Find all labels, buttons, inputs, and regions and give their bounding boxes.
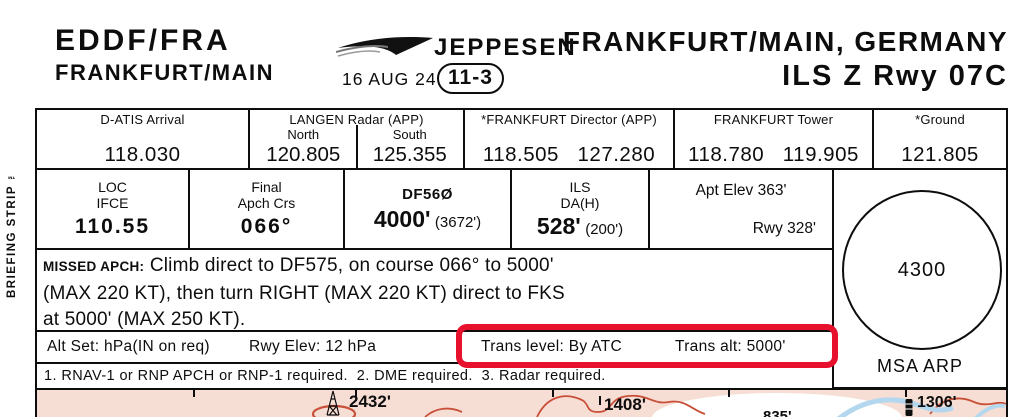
crs-label-2: Apch Crs: [237, 195, 296, 211]
brand-logo-text: JEPPESEN: [434, 34, 577, 61]
da-label-2: DA(H): [560, 194, 600, 211]
plan-view-map: 2432' 1408' 835' 1306': [35, 388, 1008, 417]
runway-elevation-pressure: Rwy Elev: 12 hPa: [249, 338, 377, 355]
chart-effective-date: 16 AUG 24: [342, 69, 437, 89]
tower-frequencies: 118.780 119.905: [688, 143, 859, 166]
missed-approach-label: MISSED APCH:: [43, 259, 145, 274]
decision-altitude: 528': [536, 212, 581, 239]
terrain-graphics: [311, 393, 1006, 417]
transition-altitude: Trans alt: 5000': [675, 338, 786, 355]
msa-reference-label: MSA ARP: [876, 356, 964, 376]
loc-ident: IFCE: [96, 195, 129, 211]
decision-altitude-cell: ILS DA(H) 528' (200'): [510, 168, 650, 250]
director-frequencies: 118.505 127.280: [482, 143, 656, 166]
comm-cell-atis: D-ATIS Arrival 118.030: [35, 108, 250, 170]
approach-south-frequency: 125.355: [372, 143, 447, 166]
spot-elevation: 1408': [604, 395, 646, 414]
airport-elevation: Apt Elev 363': [695, 182, 787, 199]
procedure-title: ILS Z Rwy 07C: [782, 60, 1008, 92]
fix-name: DF56Ø: [402, 185, 453, 203]
missed-approach-line-3: at 5000' (MAX 250 KT).: [43, 309, 246, 330]
decision-height: (200'): [585, 220, 624, 238]
msa-altitude: 4300: [897, 258, 947, 281]
comm-cell-approach: LANGEN Radar (APP) North South 120.805 1…: [248, 108, 465, 170]
crossing-altitude-agl: (3672'): [434, 213, 482, 231]
ground-frequency: 121.805: [901, 143, 979, 166]
comm-cell-tower: FRANKFURT Tower 118.780 119.905: [673, 108, 874, 170]
director-label: *FRANKFURT Director (APP): [481, 112, 657, 127]
crs-label-1: Final: [251, 179, 282, 195]
atis-label: D-ATIS Arrival: [100, 112, 185, 127]
ground-label: *Ground: [915, 112, 965, 127]
briefing-strip-text: BRIEFING STRIP: [6, 185, 18, 299]
final-approach-course: 066°: [240, 215, 293, 238]
lattice-tower-icon: [326, 390, 340, 416]
altimeter-row: Alt Set: hPa(IN on req) Rwy Elev: 12 hPa…: [35, 330, 834, 364]
comm-cell-ground: *Ground 121.805: [872, 108, 1008, 170]
spot-elevation: 2432': [349, 392, 391, 411]
graticule-tick: [355, 390, 357, 397]
missed-approach-line-1: MISSED APCH: Climb direct to DF575, on c…: [43, 255, 554, 276]
notes-row: 1. RNAV-1 or RNP APCH or RNP-1 required.…: [35, 362, 834, 390]
cell-divider: [355, 125, 358, 168]
altimeter-setting: Alt Set: hPa(IN on req): [47, 338, 210, 355]
loc-frequency: 110.55: [74, 215, 151, 238]
approach-label: LANGEN Radar (APP): [289, 112, 424, 127]
missed-approach-line-2: (MAX 220 KT), then turn RIGHT (MAX 220 K…: [43, 282, 565, 304]
elevation-cell: Apt Elev 363' Rwy 328': [648, 168, 834, 250]
final-approach-course-cell: Final Apch Crs 066°: [188, 168, 345, 250]
glideslope-altitude-cell: DF56Ø 4000' (3672'): [343, 168, 512, 250]
trademark-symbol: ™: [7, 171, 16, 181]
graticule-tick: [905, 390, 907, 397]
briefing-strip-label: BRIEFING STRIP ™: [6, 130, 18, 340]
jeppesen-swoosh-icon: [336, 37, 433, 57]
tower-label: FRANKFURT Tower: [713, 112, 834, 127]
atis-frequency: 118.030: [104, 143, 181, 166]
approach-north-label: North: [287, 127, 320, 142]
runway-elevation: Rwy 328': [752, 220, 816, 237]
chart-index-number: 11-3: [437, 63, 504, 94]
obstacle-tower-icon: [905, 399, 913, 416]
chart-notes: 1. RNAV-1 or RNP APCH or RNP-1 required.…: [44, 368, 606, 384]
crossing-altitude: 4000': [373, 205, 431, 232]
approach-north-frequency: 120.805: [266, 143, 341, 166]
transition-level: Trans level: By ATC: [481, 338, 622, 355]
graticule-tick: [193, 390, 195, 397]
loc-type: LOC: [98, 179, 127, 195]
loc-cell: LOC IFCE 110.55: [35, 168, 190, 250]
missed-approach-cell: MISSED APCH: Climb direct to DF575, on c…: [35, 248, 834, 332]
spot-elevation: 835': [763, 408, 792, 417]
approach-sector-labels: North South: [250, 127, 463, 142]
graticule-tick: [728, 390, 730, 397]
comm-cell-director: *FRANKFURT Director (APP) 118.505 127.28…: [463, 108, 675, 170]
spot-elevation-tick: [599, 396, 601, 405]
graticule-tick: [552, 390, 554, 397]
approach-south-label: South: [392, 127, 427, 142]
da-label-1: ILS: [569, 178, 591, 195]
spot-elevation: 1306': [917, 394, 957, 411]
msa-circle: 4300: [842, 190, 1002, 350]
airport-code: EDDF/FRA: [55, 24, 231, 57]
chart-location-title: FRANKFURT/MAIN, GERMANY: [562, 26, 1008, 57]
msa-cell: 4300 MSA ARP: [832, 168, 1008, 389]
airport-name: FRANKFURT/MAIN: [55, 60, 274, 85]
